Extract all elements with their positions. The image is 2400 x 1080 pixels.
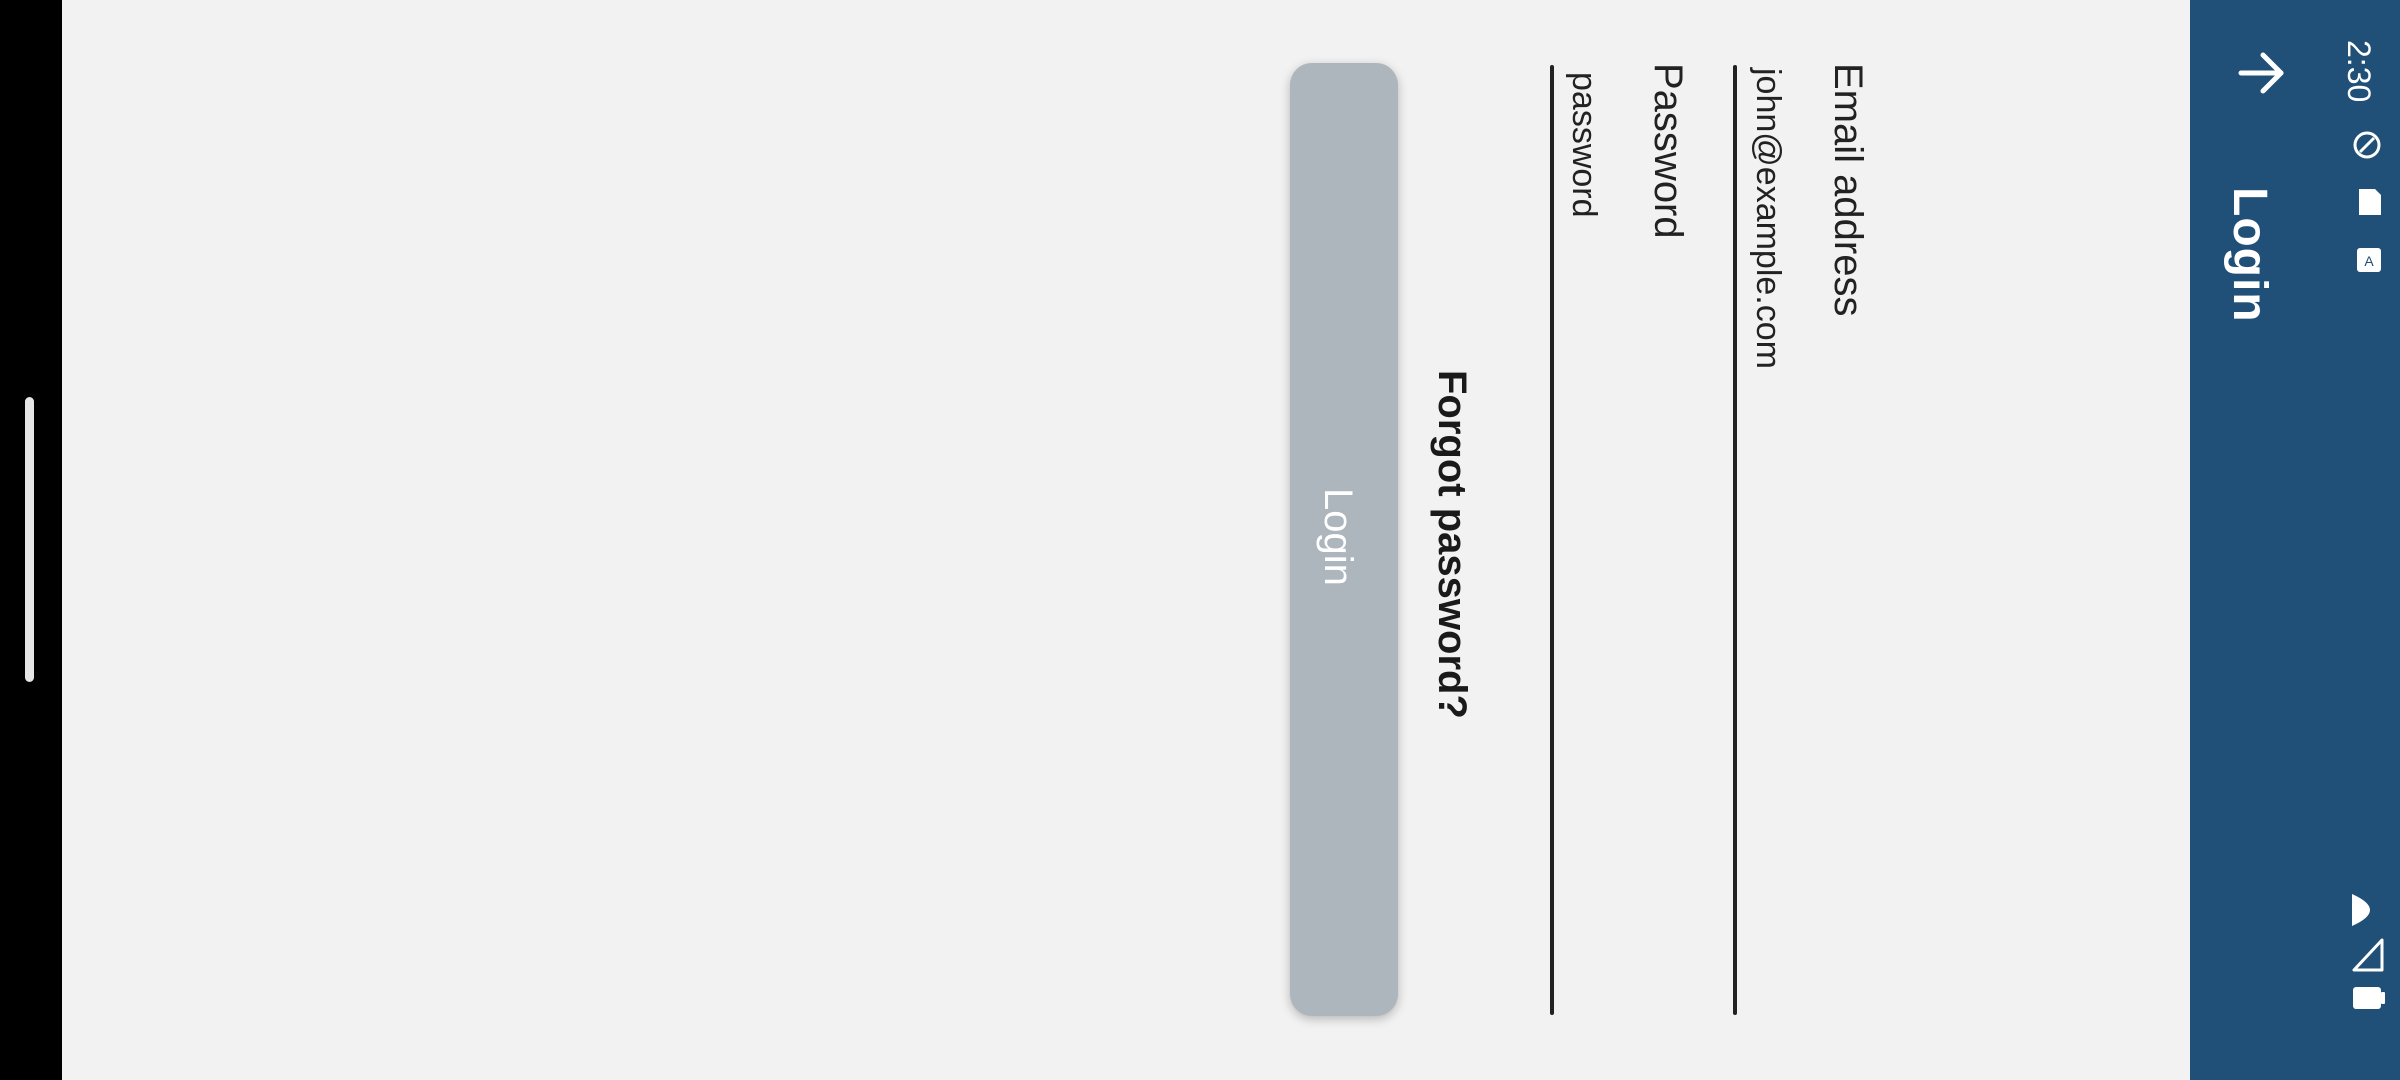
password-field[interactable]: password bbox=[1565, 72, 1603, 218]
battery-icon bbox=[2351, 983, 2387, 1018]
email-field-label: Email address bbox=[1826, 63, 1870, 317]
signal-icon bbox=[2352, 938, 2384, 977]
login-button-label: Login bbox=[1316, 488, 1360, 586]
sd-card-icon bbox=[2353, 187, 2383, 222]
keyboard-icon: A bbox=[2355, 246, 2383, 279]
app-bar bbox=[2190, 0, 2400, 1080]
vpn-key-icon bbox=[2350, 128, 2384, 167]
password-field-underline bbox=[1550, 65, 1554, 1015]
svg-text:A: A bbox=[2364, 253, 2374, 269]
forgot-password-link[interactable]: Forgot password? bbox=[1430, 370, 1474, 719]
navigation-bar bbox=[0, 0, 62, 1080]
login-button[interactable] bbox=[1290, 63, 1398, 1016]
email-field-underline bbox=[1733, 65, 1737, 1015]
email-field[interactable]: john@example.com bbox=[1749, 68, 1787, 369]
status-time: 2:30 bbox=[2341, 40, 2377, 103]
gesture-handle[interactable] bbox=[25, 397, 34, 682]
arrow-back-icon[interactable] bbox=[2237, 48, 2287, 98]
password-field-label: Password bbox=[1646, 63, 1690, 239]
wifi-icon bbox=[2348, 890, 2388, 935]
page-title: Login bbox=[2223, 187, 2276, 323]
login-form-area bbox=[62, 0, 2190, 1080]
